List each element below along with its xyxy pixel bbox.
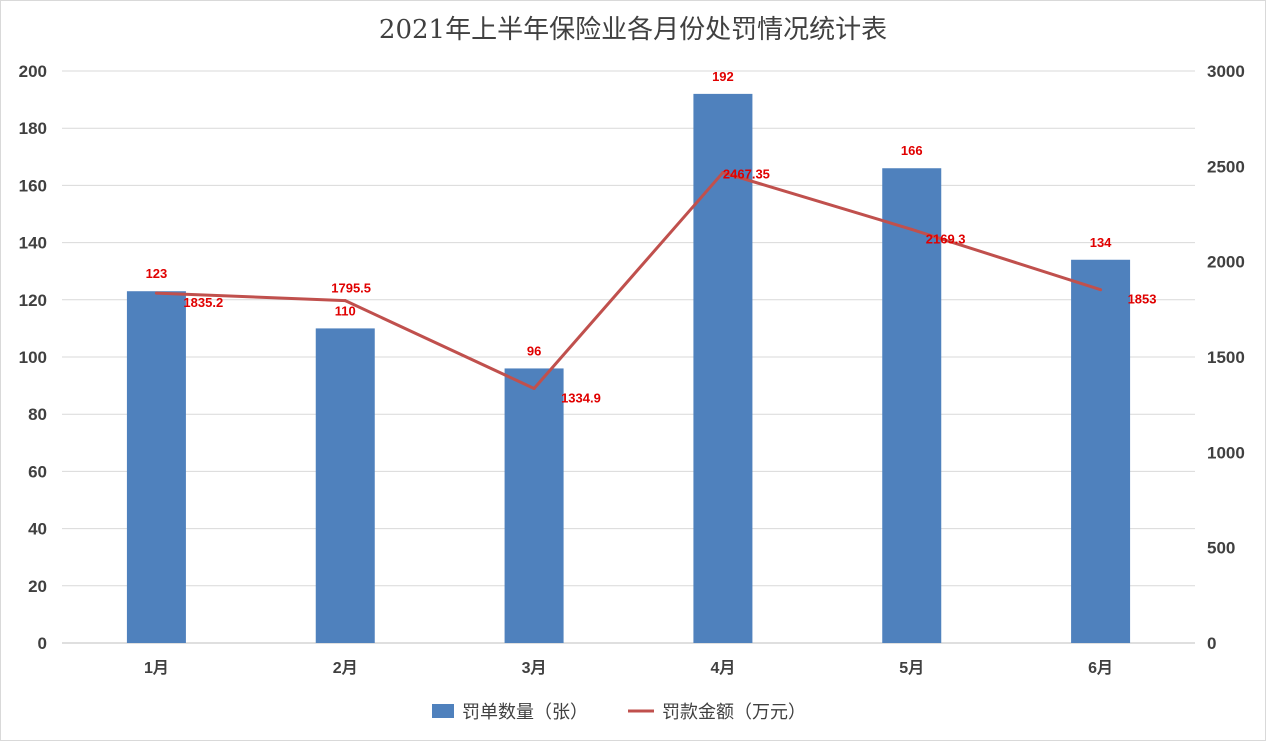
gridlines <box>62 70 1195 644</box>
x-tick-label: 6月 <box>1088 659 1113 677</box>
bar-series <box>126 93 1131 644</box>
line-data-label: 2467.35 <box>723 167 770 182</box>
line-data-label: 1795.5 <box>331 281 371 296</box>
x-tick-label: 1月 <box>144 659 169 677</box>
y-right-tick-label: 1500 <box>1207 348 1245 367</box>
line-point <box>721 171 725 175</box>
x-tick-label: 5月 <box>899 659 924 677</box>
bar-data-label: 192 <box>712 69 734 84</box>
bar <box>126 291 186 643</box>
bar <box>315 328 375 643</box>
y-right-tick-label: 3000 <box>1207 62 1245 81</box>
line-data-label: 1853 <box>1128 292 1157 307</box>
line-point <box>154 291 158 295</box>
y-right-tick-label: 2000 <box>1207 253 1245 272</box>
y-left-tick-label: 120 <box>19 291 47 310</box>
bar <box>693 93 753 643</box>
x-tick-label: 4月 <box>710 659 735 677</box>
bar <box>504 368 564 643</box>
bar-data-label: 123 <box>146 266 168 281</box>
line-point <box>1099 288 1103 292</box>
y-right-tick-label: 2500 <box>1207 157 1245 176</box>
line-series <box>154 171 1103 390</box>
y-left-tick-label: 20 <box>28 577 47 596</box>
axes: 0204060801001201401601802000500100015002… <box>19 62 1245 677</box>
legend: 罚单数量（张） 罚款金额（万元） <box>432 702 806 723</box>
y-left-tick-label: 140 <box>19 234 47 253</box>
x-tick-label: 3月 <box>522 659 547 677</box>
chart-title: 2021年上半年保险业各月份处罚情况统计表 <box>379 15 887 45</box>
y-left-tick-label: 180 <box>19 119 47 138</box>
line-point <box>910 227 914 231</box>
y-right-tick-label: 1000 <box>1207 443 1245 462</box>
line-path <box>156 171 1102 390</box>
legend-line-label: 罚款金额（万元） <box>662 702 806 723</box>
y-left-tick-label: 40 <box>28 520 47 539</box>
x-tick-label: 2月 <box>333 659 358 677</box>
y-left-tick-label: 200 <box>19 62 47 81</box>
y-left-tick-label: 0 <box>38 634 47 653</box>
bar-data-label: 166 <box>901 143 923 158</box>
y-left-tick-label: 100 <box>19 348 47 367</box>
y-left-tick-label: 60 <box>28 462 47 481</box>
line-data-label: 1334.9 <box>561 390 601 405</box>
data-labels: 123 110 96 192 166 134 1835.2 1795.5 1334.9 2467.… <box>146 69 1157 406</box>
y-right-tick-label: 0 <box>1207 634 1216 653</box>
line-data-label: 2169.3 <box>926 231 966 246</box>
bar <box>1071 259 1131 643</box>
y-right-tick-label: 500 <box>1207 539 1235 558</box>
bar-data-label: 110 <box>335 303 356 318</box>
y-left-tick-label: 160 <box>19 176 47 195</box>
bar-data-label: 96 <box>527 343 541 358</box>
line-data-label: 1835.2 <box>183 295 223 310</box>
legend-bar-swatch <box>432 704 454 718</box>
line-point <box>343 299 347 303</box>
bar-data-label: 134 <box>1090 235 1112 250</box>
y-left-tick-label: 80 <box>28 405 47 424</box>
line-point <box>532 386 536 390</box>
bar <box>882 168 942 644</box>
legend-bar-label: 罚单数量（张） <box>462 702 588 723</box>
